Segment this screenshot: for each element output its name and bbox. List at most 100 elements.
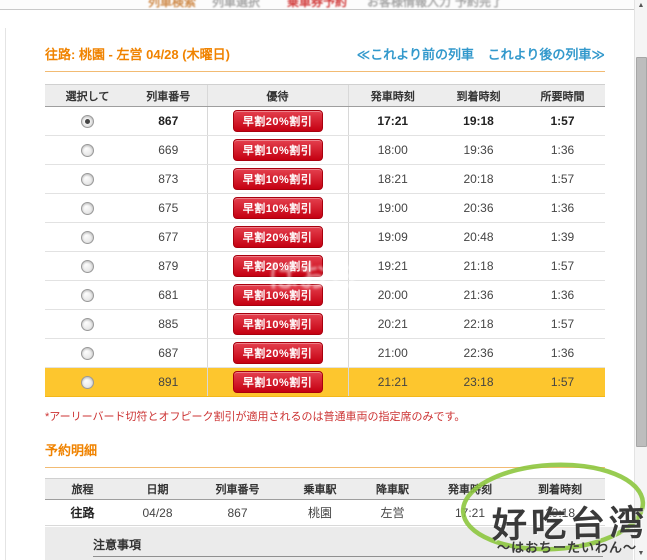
arrive-time-cell: 19:18 (437, 106, 520, 136)
arrive-time-cell: 19:36 (437, 135, 520, 165)
duration-cell: 1:57 (520, 251, 605, 281)
arrive-time-cell: 21:36 (437, 280, 520, 310)
progress-nav: 列車検索 列車選択 乗車券予約 お客様情報入力 予約完了 (0, 0, 635, 10)
train-select-cell[interactable] (45, 367, 130, 397)
journey-header: 往路: 桃園 - 左営 04/28 (木曜日) ≪これより前の列車 これより後の… (45, 44, 605, 63)
depart-time-cell: 19:00 (347, 193, 437, 223)
train-select-cell[interactable] (45, 280, 130, 310)
train-row[interactable]: 677 早割20%割引 19:09 20:48 1:39 (45, 222, 605, 252)
discount-badge: 早割10%割引 (232, 197, 323, 219)
col-arrive-time: 到着時刻 (437, 84, 520, 107)
train-select-cell[interactable] (45, 164, 130, 194)
duration-cell: 1:36 (520, 338, 605, 368)
train-row[interactable]: 891 早割10%割引 21:21 23:18 1:57 (45, 367, 605, 397)
train-number-cell: 687 (130, 338, 207, 368)
detail-itinerary: 往路 (45, 499, 120, 526)
main-content: 往路: 桃園 - 左営 04/28 (木曜日) ≪これより前の列車 これより後の… (45, 44, 605, 560)
booking-detail-title: 予約明細 (45, 443, 98, 458)
notice-title: 注意事項 (93, 538, 142, 552)
train-select-cell[interactable] (45, 222, 130, 252)
col-train-number: 列車番号 (130, 84, 207, 107)
train-select-table: 選択して 列車番号 優待 発車時刻 到着時刻 所要時間 867 早割20%割引 17… (45, 84, 605, 397)
discount-cell: 早割20%割引 (206, 338, 348, 368)
train-select-cell[interactable] (45, 251, 130, 281)
train-number-cell: 675 (130, 193, 207, 223)
duration-cell: 1:36 (520, 135, 605, 165)
discount-badge: 早割20%割引 (232, 342, 323, 364)
train-radio[interactable] (81, 202, 94, 216)
train-radio[interactable] (81, 173, 94, 187)
depart-time-cell: 20:21 (347, 309, 437, 339)
discount-cell: 早割20%割引 (206, 222, 348, 252)
discount-badge: 早割10%割引 (232, 139, 323, 161)
train-row[interactable]: 669 早割10%割引 18:00 19:36 1:36 (45, 135, 605, 165)
discount-badge: 早割10%割引 (232, 371, 323, 393)
col-duration: 所要時間 (520, 84, 605, 107)
depart-time-cell: 20:00 (347, 280, 437, 310)
train-select-cell[interactable] (45, 106, 130, 136)
depart-time-cell: 17:21 (347, 106, 437, 136)
train-row[interactable]: 867 早割20%割引 17:21 19:18 1:57 (45, 106, 605, 136)
detail-board-station: 桃園 (280, 499, 360, 526)
discount-cell: 早割10%割引 (206, 309, 348, 339)
train-radio[interactable] (81, 231, 94, 245)
discount-badge: 早割20%割引 (232, 110, 323, 132)
train-select-cell[interactable] (45, 193, 130, 223)
depart-time-cell: 18:21 (347, 164, 437, 194)
detail-row: 往路 04/28 867 桃園 左営 17:21 19:18 (45, 499, 605, 526)
train-row[interactable]: 885 早割10%割引 20:21 22:18 1:57 (45, 309, 605, 339)
next-trains-link[interactable]: これより後の列車≫ (487, 47, 605, 62)
col-select: 選択して (45, 84, 130, 107)
depart-time-cell: 18:00 (347, 135, 437, 165)
notice-divider (93, 556, 603, 557)
nav-step: 乗車券予約 (287, 0, 348, 9)
nav-step: 予約完了 (455, 0, 504, 9)
discount-badge: 早割20%割引 (232, 255, 323, 277)
discount-cell: 早割10%割引 (206, 135, 348, 165)
prev-trains-link[interactable]: ≪これより前の列車 (356, 47, 475, 62)
arrive-time-cell: 22:36 (437, 338, 520, 368)
booking-detail-divider (45, 467, 605, 468)
col-detail-depart: 発車時刻 (425, 478, 515, 500)
arrive-time-cell: 22:18 (437, 309, 520, 339)
detail-depart: 17:21 (425, 499, 515, 526)
train-radio[interactable] (81, 347, 94, 361)
train-number-cell: 677 (130, 222, 207, 252)
train-row[interactable]: 687 早割20%割引 21:00 22:36 1:36 (45, 338, 605, 368)
scroll-up-icon[interactable]: ▲ (637, 2, 645, 9)
title-divider (45, 71, 605, 72)
train-radio[interactable] (81, 376, 94, 390)
arrive-time-cell: 20:36 (437, 193, 520, 223)
train-row[interactable]: 675 早割10%割引 19:00 20:36 1:36 (45, 193, 605, 223)
notice-panel: 注意事項 (45, 527, 633, 560)
train-select-cell[interactable] (45, 309, 130, 339)
train-select-cell[interactable] (45, 135, 130, 165)
train-number-cell: 873 (130, 164, 207, 194)
scrollbar-thumb[interactable] (636, 57, 647, 447)
detail-date: 04/28 (120, 499, 195, 526)
discount-cell: 早割10%割引 (206, 164, 348, 194)
vertical-scrollbar[interactable]: ▲ ▼ (634, 0, 647, 560)
train-row[interactable]: 879 早割20%割引 19:21 21:18 1:57 (45, 251, 605, 281)
train-radio[interactable] (81, 115, 94, 129)
discount-badge: 早割20%割引 (232, 226, 323, 248)
train-radio[interactable] (81, 318, 94, 332)
window-frame-line (5, 28, 6, 560)
discount-badge: 早割10%割引 (232, 284, 323, 306)
train-select-cell[interactable] (45, 338, 130, 368)
duration-cell: 1:57 (520, 164, 605, 194)
train-radio[interactable] (81, 289, 94, 303)
train-row[interactable]: 681 早割10%割引 20:00 21:36 1:36 (45, 280, 605, 310)
detail-header-row: 旅程 日期 列車番号 乗車駅 降車駅 発車時刻 到着時刻 (45, 478, 605, 500)
scroll-down-icon[interactable]: ▼ (637, 550, 645, 557)
detail-alight-station: 左営 (360, 499, 425, 526)
arrive-time-cell: 21:18 (437, 251, 520, 281)
train-number-cell: 867 (130, 106, 207, 136)
train-row[interactable]: 873 早割10%割引 18:21 20:18 1:57 (45, 164, 605, 194)
train-radio[interactable] (81, 144, 94, 158)
discount-cell: 早割20%割引 (206, 251, 348, 281)
train-radio[interactable] (81, 260, 94, 274)
train-pagination: ≪これより前の列車 これより後の列車≫ (347, 44, 605, 63)
nav-step: お客様情報入力 (367, 0, 452, 9)
